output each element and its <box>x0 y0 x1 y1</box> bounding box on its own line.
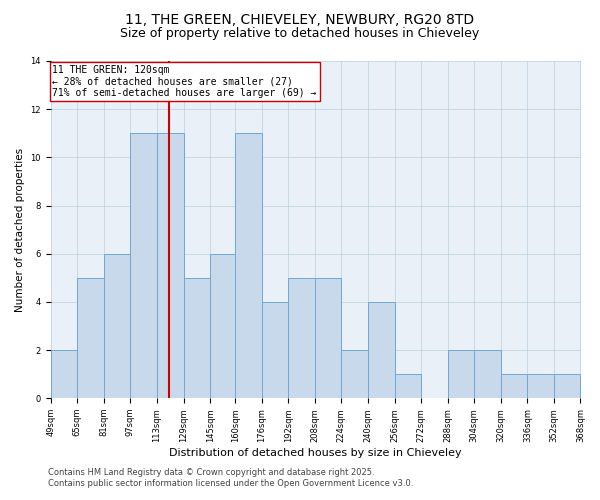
Bar <box>104 254 130 398</box>
Bar <box>210 254 235 398</box>
Text: Size of property relative to detached houses in Chieveley: Size of property relative to detached ho… <box>121 28 479 40</box>
Y-axis label: Number of detached properties: Number of detached properties <box>15 148 25 312</box>
X-axis label: Distribution of detached houses by size in Chieveley: Distribution of detached houses by size … <box>169 448 462 458</box>
Text: 11, THE GREEN, CHIEVELEY, NEWBURY, RG20 8TD: 11, THE GREEN, CHIEVELEY, NEWBURY, RG20 … <box>125 12 475 26</box>
Bar <box>184 278 210 398</box>
Bar <box>341 350 368 398</box>
Bar <box>157 134 184 398</box>
Bar <box>51 350 77 398</box>
Bar <box>527 374 554 398</box>
Text: Contains HM Land Registry data © Crown copyright and database right 2025.
Contai: Contains HM Land Registry data © Crown c… <box>48 468 413 487</box>
Bar <box>130 134 157 398</box>
Bar <box>77 278 104 398</box>
Bar <box>554 374 580 398</box>
Bar <box>235 134 262 398</box>
Bar <box>501 374 527 398</box>
Bar <box>262 302 288 398</box>
Bar <box>395 374 421 398</box>
Bar <box>368 302 395 398</box>
Text: 11 THE GREEN: 120sqm
← 28% of detached houses are smaller (27)
71% of semi-detac: 11 THE GREEN: 120sqm ← 28% of detached h… <box>52 64 317 98</box>
Bar <box>474 350 501 398</box>
Bar <box>448 350 474 398</box>
Bar <box>315 278 341 398</box>
Bar <box>288 278 315 398</box>
